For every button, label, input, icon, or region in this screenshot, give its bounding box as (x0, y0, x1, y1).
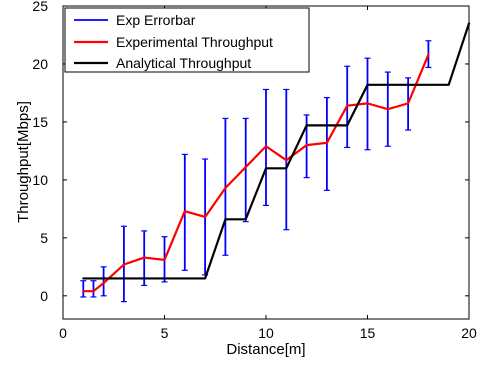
x-tick-label: 10 (258, 325, 274, 341)
analytical-throughput-line (82, 22, 471, 280)
y-tick-label: 20 (32, 56, 48, 72)
y-axis-label: Throughput[Mbps] (15, 101, 32, 223)
x-tick-label: 15 (360, 325, 376, 341)
experimental-throughput-line (82, 53, 430, 293)
legend-label-experimental-throughput: Experimental Throughput (116, 34, 273, 50)
y-tick-label: 0 (40, 288, 48, 304)
tick-layer: 0 5 10 15 20 0 5 10 15 20 25 (32, 0, 477, 341)
x-axis-label: Distance[m] (226, 341, 305, 358)
y-tick-label: 25 (32, 0, 48, 14)
legend: Exp Errorbar Experimental Throughput Ana… (64, 7, 310, 73)
y-tick-label: 15 (32, 114, 48, 130)
y-tick-label: 5 (40, 230, 48, 246)
legend-box (64, 7, 310, 73)
x-tick-label: 5 (161, 325, 169, 341)
legend-label-exp-errorbar: Exp Errorbar (116, 12, 196, 28)
x-tick-label: 0 (59, 325, 67, 341)
x-tick-label: 20 (461, 325, 477, 341)
y-tick-label: 10 (32, 172, 48, 188)
legend-label-analytical-throughput: Analytical Throughput (116, 55, 251, 71)
series-layer (80, 22, 471, 303)
